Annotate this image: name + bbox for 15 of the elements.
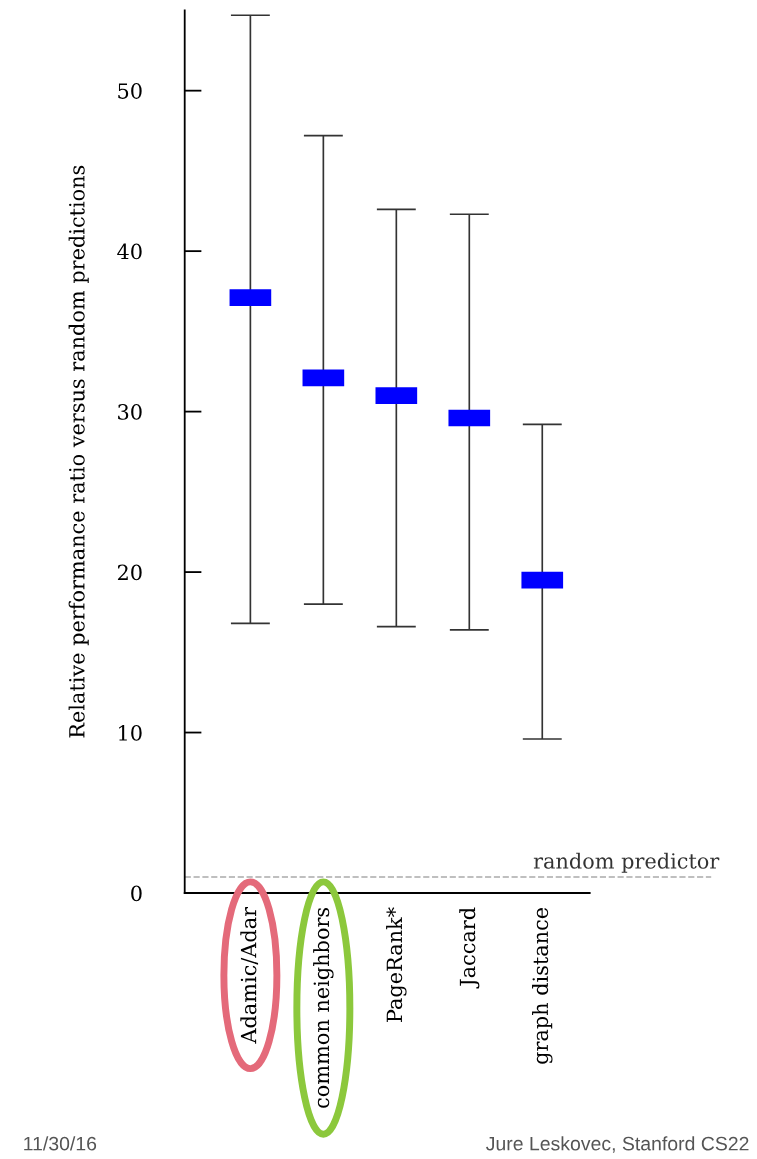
text: 11/30/16	[24, 1136, 97, 1151]
x-tick-label: Adamic/Adar	[240, 906, 259, 1044]
y-tick-label: 40	[117, 243, 142, 260]
text: Jure Leskovec, Stanford CS22	[486, 1136, 749, 1153]
x-tick-label: Jaccard	[459, 907, 480, 989]
y-tick-label: 0	[131, 885, 142, 902]
y-tick-label: 10	[119, 724, 142, 741]
x-tick-label: common neighbors	[313, 907, 334, 1108]
y-tick-label: 50	[118, 83, 142, 99]
y-tick-label: 20	[117, 564, 142, 581]
x-tick-label: graph distance	[532, 907, 553, 1064]
x-tick-label: PageRank*	[386, 907, 407, 1022]
y-tick-label: 30	[118, 404, 142, 420]
y-axis-title: Relative performance ratio versus random predictions	[68, 165, 89, 738]
ref-line-label: random predictor	[533, 852, 720, 873]
